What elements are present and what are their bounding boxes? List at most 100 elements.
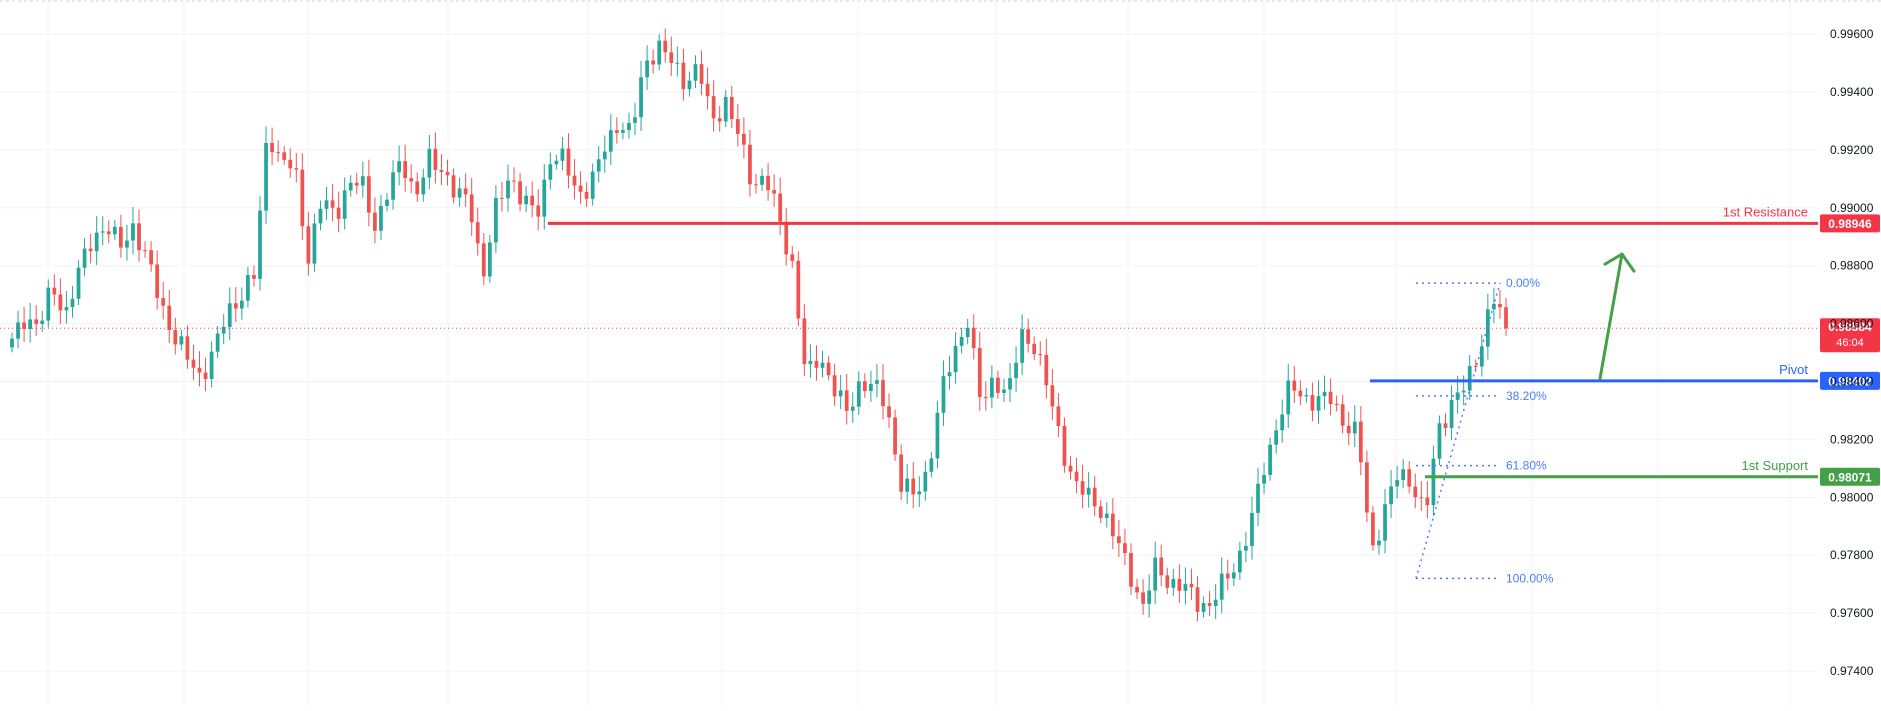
candle	[22, 306, 26, 342]
candle	[856, 371, 861, 415]
candle-body	[397, 161, 401, 173]
candle	[1286, 364, 1291, 429]
candle-body	[252, 275, 256, 279]
level-price-badge	[1820, 371, 1880, 390]
candle	[112, 220, 117, 240]
candle	[875, 363, 879, 398]
candle	[953, 331, 958, 384]
candle	[651, 49, 656, 74]
candle	[457, 177, 462, 207]
candle	[808, 344, 813, 378]
candle-body	[1189, 583, 1194, 588]
candle-body	[669, 52, 674, 63]
candle-body	[1068, 465, 1073, 472]
candle	[82, 238, 87, 277]
candle	[1371, 506, 1375, 551]
candle-body	[1310, 395, 1315, 411]
candle-body	[1322, 391, 1327, 397]
candle	[572, 159, 577, 200]
candle-body	[796, 260, 801, 319]
candle-body	[1298, 390, 1303, 397]
candle-body	[143, 250, 147, 252]
candle	[500, 181, 504, 212]
candle	[1123, 528, 1127, 566]
candle	[487, 234, 492, 283]
candle-body	[46, 287, 51, 321]
candle-body	[699, 64, 704, 84]
candle	[560, 137, 565, 171]
candle	[923, 460, 928, 501]
candle-body	[530, 195, 535, 206]
candle-body	[58, 294, 63, 311]
candle-body	[1237, 550, 1242, 573]
candle	[1177, 564, 1182, 603]
candle-body	[1437, 423, 1442, 459]
candle	[657, 33, 662, 71]
candle-body	[1141, 592, 1145, 604]
candle	[1377, 529, 1381, 555]
candle-body	[306, 226, 311, 264]
candle	[989, 365, 994, 408]
candle-body	[227, 303, 232, 327]
candle-body	[1250, 512, 1254, 546]
candle	[239, 287, 244, 320]
candle	[215, 326, 220, 358]
candle-body	[137, 223, 141, 251]
candle	[639, 60, 643, 131]
candle-body	[1225, 573, 1230, 579]
candle-body	[239, 300, 244, 309]
candle-body	[1504, 307, 1508, 329]
candle-body	[814, 360, 819, 368]
levels-layer: 1st Resistance 0.98946 Pivot 0.98402 1st Sup…	[0, 204, 1880, 486]
candle-body	[784, 221, 789, 255]
candle	[1256, 467, 1260, 527]
candle-body	[28, 319, 33, 329]
candle	[899, 444, 904, 501]
candle-body	[869, 383, 873, 392]
level-1st-resistance: 1st Resistance 0.98946	[548, 204, 1880, 233]
level-name: 1st Support	[1742, 458, 1809, 473]
candle	[16, 310, 20, 349]
candle	[1117, 519, 1121, 557]
candle-body	[360, 176, 365, 186]
candle	[155, 250, 160, 310]
fib-level-label: 0.00%	[1506, 276, 1540, 290]
candle-body	[911, 478, 916, 495]
candle	[524, 186, 529, 213]
candle-body	[1407, 469, 1412, 487]
candle	[754, 173, 758, 194]
candle-body	[645, 60, 649, 78]
fib-level-label: 38.20%	[1506, 389, 1547, 403]
candle	[1219, 557, 1224, 614]
candle	[1207, 590, 1212, 617]
candle-body	[52, 287, 57, 295]
candle-body	[1219, 573, 1224, 600]
candle	[675, 46, 680, 77]
candle-body	[989, 377, 994, 398]
candle	[415, 172, 420, 202]
candle-body	[179, 336, 184, 345]
candle	[1425, 481, 1430, 519]
fib-level-label: 100.00%	[1506, 571, 1554, 585]
candle	[941, 360, 946, 426]
candle-body	[1274, 430, 1279, 445]
candle-body	[735, 119, 740, 134]
candle	[1141, 579, 1145, 615]
level-1st-support: 1st Support 0.98071	[1425, 458, 1880, 486]
candle	[1165, 567, 1170, 595]
y-tick-label: 0.99200	[1830, 143, 1874, 157]
candle	[1431, 445, 1436, 516]
candle	[1413, 473, 1418, 509]
candle-body	[1032, 343, 1037, 354]
candle	[137, 209, 141, 262]
candle	[832, 363, 837, 406]
candle	[1298, 380, 1303, 406]
candle-body	[500, 197, 504, 199]
candle-body	[203, 372, 208, 379]
candle-body	[1262, 474, 1266, 484]
candle-body	[197, 367, 202, 373]
candle	[294, 152, 299, 183]
candle-body	[88, 248, 93, 252]
candle	[814, 345, 819, 381]
candle-body	[1340, 404, 1345, 426]
